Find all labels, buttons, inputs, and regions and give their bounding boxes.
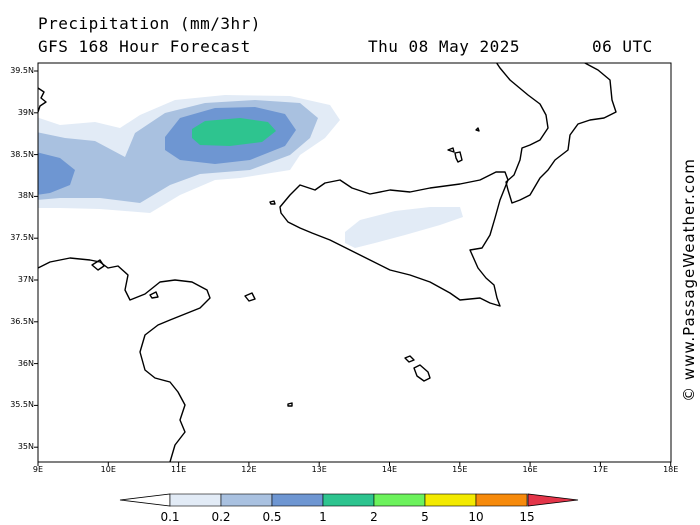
coast-aeolian-2 [454,151,463,163]
legend-swatch [271,493,324,507]
coast-sicily [279,171,509,307]
legend-swatch [322,493,375,507]
legend-label: 0.2 [211,510,231,524]
coast-lampedusa [287,402,293,407]
coast-aeolian-1 [447,147,455,153]
lat-label: 39.5N [10,66,34,75]
legend-swatch [220,493,273,507]
legend-bar [119,493,579,507]
precip-band-0.5 [38,152,75,195]
coast-calabria [495,63,617,204]
legend-arrow-low [119,493,171,507]
legend-label: 2 [370,510,378,524]
coast-egadi [149,291,159,299]
lat-label: 39N [17,107,34,117]
legend-swatch [424,493,477,507]
lat-label: 38N [17,191,34,201]
forecast-time: 06 UTC [592,37,653,56]
lat-label: 37.5N [10,233,34,243]
legend-label: 1 [319,510,327,524]
legend-swatch [475,493,528,507]
legend-label: 0.5 [262,510,282,524]
lat-label: 35N [17,442,34,452]
legend-label: 5 [421,510,429,524]
coastlines [38,63,617,462]
lon-label: 13E [311,465,327,474]
lon-label: 18E [663,465,679,474]
forecast-subtitle: GFS 168 Hour Forecast [38,37,251,56]
forecast-date: Thu 08 May 2025 [368,37,520,56]
precipitation-shading [38,95,463,248]
lat-label: 35.5N [10,400,34,410]
legend-label: 0.1 [160,510,180,524]
legend-label: 15 [519,510,535,524]
lon-label: 15E [452,465,468,474]
lat-label: 38.5N [10,149,34,159]
coast-ustica [269,200,276,205]
lon-label: 17E [592,465,608,474]
lon-label: 10E [100,465,116,474]
longitude-ticks [37,462,672,466]
lon-label: 9E [32,465,44,474]
lon-label: 12E [241,465,257,474]
legend-swatch [373,493,426,507]
precip-band-0.1-sicily [345,207,463,248]
coast-pantelleria [244,292,256,302]
map-title: Precipitation (mm/3hr) [38,14,261,33]
legend-label: 10 [468,510,484,524]
map-frame [37,62,672,463]
legend-arrow-high [527,493,579,507]
lon-label: 16E [522,465,538,474]
lon-label: 11E [170,465,187,474]
coast-sardinia [38,87,47,113]
lat-label: 37N [17,275,34,284]
lon-label: 14E [381,465,398,474]
lat-label: 36N [17,358,34,368]
legend-swatch [169,493,222,507]
coast-aeolian-3 [475,127,480,132]
coast-gozo [404,355,415,363]
coast-zembra [91,259,105,271]
coast-malta [413,364,431,382]
precip-band-1 [192,118,276,146]
latitude-ticks [34,70,38,448]
lat-label: 36.5N [10,316,34,326]
coast-tunisia [38,257,211,462]
